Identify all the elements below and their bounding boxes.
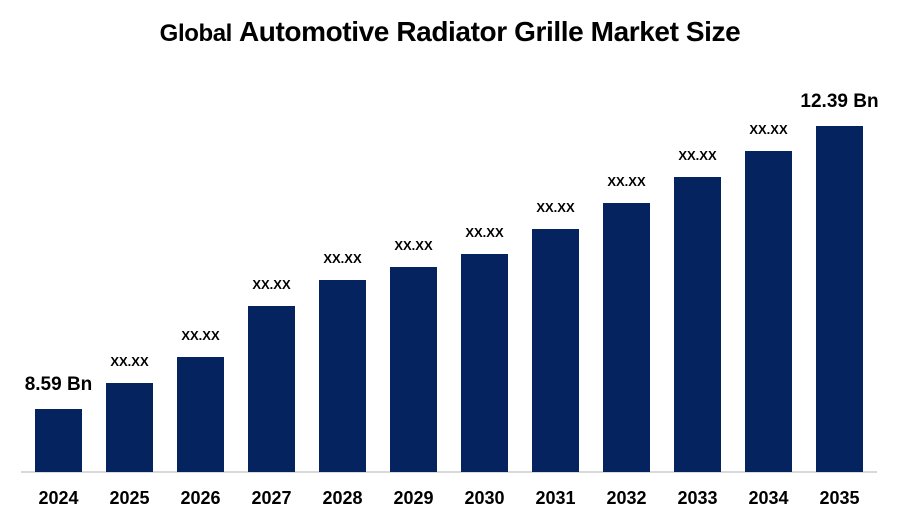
x-axis-label-2031: 2031 xyxy=(535,488,576,508)
bar-2034 xyxy=(745,151,792,472)
x-axis-label-2030: 2030 xyxy=(464,488,505,508)
bar-value-label-2024: 8.59 Bn xyxy=(24,374,93,396)
x-axis-line xyxy=(21,471,877,473)
x-axis-label-2028: 2028 xyxy=(322,488,363,508)
bar-2028 xyxy=(319,280,366,472)
bar-2032 xyxy=(603,203,650,472)
bar-value-label-2033: XX.XX xyxy=(678,148,717,164)
x-axis-label-2033: 2033 xyxy=(677,488,718,508)
bar-value-label-2025: XX.XX xyxy=(110,354,149,370)
x-axis-label-2035: 2035 xyxy=(819,488,860,508)
chart-title-main: Automotive Radiator Grille Market Size xyxy=(238,16,741,47)
bar-value-label-2029: XX.XX xyxy=(394,238,433,254)
bar-2030 xyxy=(461,254,508,472)
x-axis-label-2026: 2026 xyxy=(180,488,221,508)
bar-value-label-2026: XX.XX xyxy=(181,328,220,344)
bar-value-label-2027: XX.XX xyxy=(252,277,291,293)
bar-2025 xyxy=(106,383,153,472)
bar-value-label-2030: XX.XX xyxy=(465,225,504,241)
x-axis-label-2034: 2034 xyxy=(748,488,789,508)
bar-2035 xyxy=(816,126,863,472)
chart-title: Global Automotive Radiator Grille Market … xyxy=(0,16,900,48)
x-axis-label-2032: 2032 xyxy=(606,488,647,508)
bar-2024 xyxy=(35,409,82,472)
bar-2031 xyxy=(532,229,579,472)
bar-value-label-2031: XX.XX xyxy=(536,200,575,216)
bar-2027 xyxy=(248,306,295,472)
bar-value-label-2034: XX.XX xyxy=(749,122,788,138)
bar-value-label-2032: XX.XX xyxy=(607,174,646,190)
bar-2026 xyxy=(177,357,224,472)
x-axis-label-2024: 2024 xyxy=(38,488,79,508)
bar-value-label-2028: XX.XX xyxy=(323,251,362,267)
bar-2033 xyxy=(674,177,721,472)
x-axis-label-2025: 2025 xyxy=(109,488,150,508)
x-axis-label-2029: 2029 xyxy=(393,488,434,508)
bar-value-label-2035: 12.39 Bn xyxy=(800,91,879,113)
x-axis-label-2027: 2027 xyxy=(251,488,292,508)
bar-2029 xyxy=(390,267,437,472)
chart-title-prefix: Global xyxy=(159,20,233,47)
